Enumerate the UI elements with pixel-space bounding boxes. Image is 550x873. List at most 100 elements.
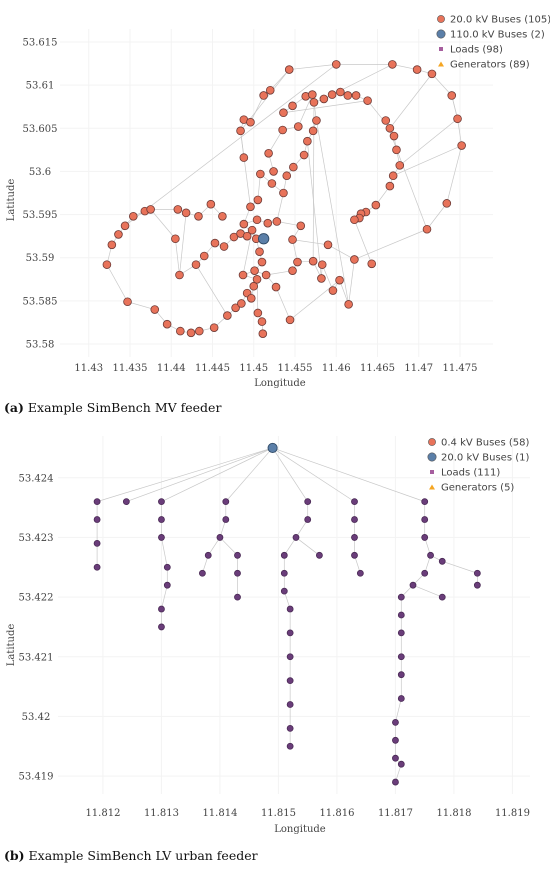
chart-b-bus-point	[351, 516, 358, 523]
chart-a-bus-point	[175, 270, 184, 280]
chart-a-line-edge	[275, 286, 291, 321]
chart-b-y-tick-label: 53.422	[19, 593, 54, 604]
chart-a-bus-point	[335, 275, 344, 285]
chart-b-bus-point	[397, 671, 405, 679]
chart-b-bus-point	[286, 701, 294, 708]
chart-a-bus-point	[150, 305, 160, 314]
chart-a-bus-point	[261, 270, 271, 280]
chart-b-bus-point	[473, 569, 481, 577]
chart-a-bus-point	[218, 212, 227, 221]
chart-b-legend-marker	[428, 438, 436, 446]
chart-a-bus-point	[312, 116, 321, 125]
chart-b-bus-point	[351, 534, 358, 541]
chart-a-line-edge	[289, 64, 337, 70]
chart-b-bus-point	[280, 551, 288, 559]
chart-a-x-tick-label: 11.47	[404, 363, 433, 374]
chart-a-y-tick-label: 53.6	[29, 167, 51, 178]
chart-b-bus-point	[421, 498, 429, 506]
chart-b-bus-point	[356, 569, 364, 577]
chart-a-bus-point	[257, 257, 267, 267]
chart-a-x-tick-label: 11.44	[157, 363, 186, 374]
chart-a-bus-point	[239, 153, 249, 162]
chart-b-hv-bus-point	[267, 442, 278, 453]
chart-b-bus-point	[122, 498, 130, 506]
chart-a-bus-point	[343, 91, 353, 100]
chart-b-legend-marker	[430, 470, 434, 474]
chart-b-line-edge	[395, 698, 402, 723]
chart-b-x-ticks: 11.812 11.813 11.814 11.815 11.816 11.817 11.8…	[85, 808, 530, 819]
chart-b-edges	[96, 447, 478, 783]
chart-b-bus-point	[304, 498, 312, 506]
chart-b-bus-point	[351, 498, 358, 506]
chart-a-x-ticks: 11.43 11.435 11.44 11.445 11.45 11.455 11.46 11…	[74, 363, 477, 374]
chart-a-bus-point	[363, 96, 372, 105]
chart-b-y-tick-label: 53.42	[22, 712, 51, 723]
chart-a-bus-point	[317, 274, 326, 283]
caption-b-letter: (b)	[4, 848, 25, 863]
chart-a-bus-point	[246, 294, 256, 303]
chart-b-legend-label: 0.4 kV Buses (58)	[441, 438, 529, 449]
chart-a-line-edge	[307, 141, 322, 279]
chart-b-bus-point	[397, 653, 405, 661]
chart-a-y-tick-label: 53.615	[23, 37, 58, 48]
chart-b-bus-point	[392, 778, 399, 786]
chart-a-bus-point	[176, 326, 185, 336]
chart-a-line-edge	[321, 264, 334, 291]
chart-a-line-edge	[393, 145, 462, 177]
chart-b-bus-point	[158, 516, 165, 523]
chart-b-bus-point	[234, 551, 241, 559]
chart-b-y-ticks: 53.419 53.42 53.421 53.422 53.423 53.424	[19, 473, 54, 782]
chart-a-y-tick-label: 53.61	[26, 81, 55, 92]
chart-b-bus-point	[397, 629, 405, 637]
chart-a-bus-point	[284, 65, 294, 74]
chart-a-y-tick-label: 53.595	[23, 210, 58, 221]
chart-a-bus-point	[351, 91, 361, 100]
chart-b-x-tick-label: 11.813	[144, 808, 179, 819]
chart-a-line-edge	[348, 259, 355, 305]
chart-b-bus-point	[286, 653, 294, 661]
chart-a-line-edge	[266, 270, 293, 276]
chart-a-bus-point	[250, 266, 259, 275]
chart-a-bus-point	[327, 90, 337, 99]
chart-a-bus-point	[309, 98, 319, 107]
chart-a-bus-point	[253, 308, 263, 318]
chart-a-bus-point	[336, 87, 345, 97]
chart-b-line-edge	[284, 537, 297, 556]
chart-a-bus-point	[239, 219, 249, 229]
caption-a: (a) Example SimBench MV feeder	[4, 400, 221, 415]
chart-a-bus-point	[195, 326, 204, 336]
chart-b-bus-point	[158, 623, 165, 631]
chart-a-line-edge	[354, 219, 373, 264]
chart-a-legend-marker	[436, 29, 446, 39]
chart-a-bus-point	[256, 169, 265, 179]
chart-b-x-tick-label: 11.816	[319, 808, 354, 819]
chart-b-bus-point	[397, 695, 405, 702]
caption-b-text: Example SimBench LV urban feeder	[24, 848, 258, 863]
chart-b-line-edge	[126, 447, 273, 502]
chart-b-y-tick-label: 53.423	[19, 533, 54, 544]
chart-b-legend-marker	[427, 452, 437, 462]
chart-a-bus-point	[129, 212, 138, 221]
chart-a-bus-point	[206, 199, 216, 209]
chart-a-bus-point	[296, 221, 306, 231]
chart-a-bus-point	[264, 148, 273, 158]
chart-b-x-tick-label: 11.815	[261, 808, 296, 819]
chart-a-bus-point	[181, 208, 191, 218]
chart-a-bus-point	[422, 224, 432, 234]
chart-b-y-axis-label: Latitude	[6, 624, 17, 667]
chart-a-x-tick-label: 11.445	[195, 363, 230, 374]
chart-a-bus-point	[229, 232, 239, 242]
chart-b-legend-label: Generators (5)	[441, 483, 514, 494]
chart-b-bus-point	[286, 724, 294, 732]
chart-b-bus-point	[93, 498, 101, 506]
chart-a-bus-point	[371, 200, 381, 210]
chart-a-line-edge	[431, 73, 453, 96]
chart-a-bus-point	[194, 212, 203, 221]
chart-b-y-tick-label: 53.424	[19, 473, 54, 484]
chart-b-line-edge	[161, 537, 168, 568]
chart-a-line-edge	[257, 173, 261, 200]
chart-a-line-edge	[276, 192, 284, 222]
chart-b-line-edge	[161, 585, 168, 610]
chart-a-bus-point	[392, 145, 401, 155]
chart-a-bus-point	[252, 215, 262, 225]
